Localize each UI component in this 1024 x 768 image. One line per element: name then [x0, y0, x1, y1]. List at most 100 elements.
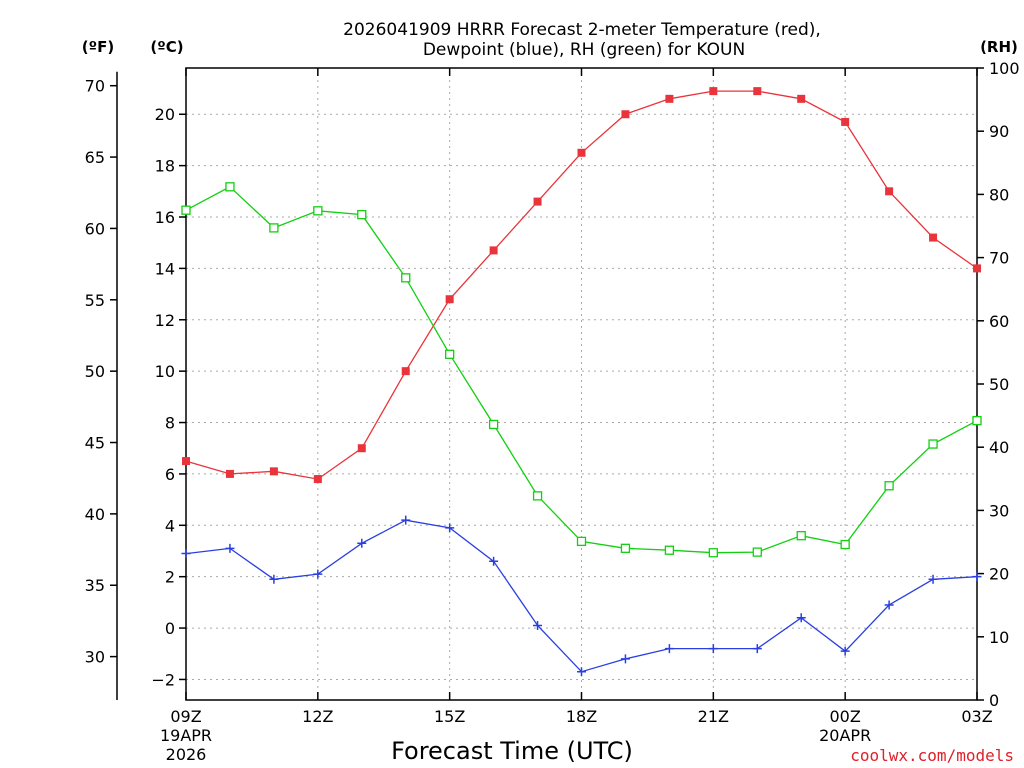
rh-tick-label: 80 — [989, 185, 1009, 204]
rh-point — [664, 545, 675, 555]
chart-title-line-1: 2026041909 HRRR Forecast 2-meter Tempera… — [343, 20, 821, 40]
dewpoint-point — [357, 538, 367, 548]
dewpoint-point — [884, 600, 894, 610]
dewpoint-point — [225, 543, 235, 553]
rh-point — [840, 539, 850, 550]
dewpoint-point — [577, 667, 586, 677]
fahrenheit-tick-label: 30 — [85, 648, 105, 667]
x-tick-label: 09Z — [170, 707, 201, 726]
fahrenheit-tick-label: 70 — [85, 77, 105, 96]
rh-tick-label: 40 — [989, 438, 1009, 457]
celsius-unit-label: (ºC) — [150, 38, 183, 56]
rh-point — [488, 419, 499, 430]
fahrenheit-tick-label: 50 — [85, 362, 105, 381]
dewpoint-point — [620, 654, 630, 664]
temperature-point — [753, 87, 762, 96]
temperature-point — [445, 295, 454, 304]
rh-point — [225, 182, 235, 192]
temperature-point — [621, 110, 630, 119]
temperature-point — [929, 233, 938, 242]
dewpoint-point — [269, 574, 279, 584]
rh-point — [928, 439, 938, 449]
dewpoint-point — [181, 549, 191, 559]
rh-tick-label: 100 — [989, 59, 1020, 78]
dewpoint-point — [489, 556, 499, 566]
celsius-tick-label: 10 — [155, 362, 175, 381]
rh-tick-label: 0 — [989, 691, 999, 710]
temperature-point — [665, 94, 674, 103]
rh-tick-label: 60 — [989, 312, 1009, 331]
rh-point — [796, 531, 806, 541]
rh-tick-label: 50 — [989, 375, 1009, 394]
x-tick-label: 12Z — [302, 707, 333, 726]
dewpoint-point — [313, 569, 323, 579]
x-axis-title: Forecast Time (UTC) — [391, 737, 633, 765]
rh-point — [884, 481, 894, 491]
fahrenheit-tick-label: 35 — [85, 576, 105, 595]
dewpoint-point — [796, 613, 806, 623]
temperature-point — [269, 467, 278, 476]
x-tick-label: 03Z — [961, 707, 992, 726]
credit-text: coolwx.com/models — [850, 746, 1014, 765]
rh-unit-label: (RH) — [980, 38, 1018, 56]
temperature-point — [533, 197, 542, 206]
temperature-point — [973, 264, 981, 273]
fahrenheit-tick-label: 45 — [85, 434, 105, 453]
rh-tick-label: 90 — [989, 122, 1009, 141]
celsius-tick-label: 18 — [155, 157, 175, 176]
x-tick-year-label: 2026 — [166, 745, 207, 764]
temperature-point — [797, 94, 806, 103]
rh-point — [181, 205, 191, 215]
rh-point — [532, 491, 543, 501]
x-tick-label: 15Z — [434, 707, 465, 726]
plot-frame — [185, 67, 978, 701]
dewpoint-point — [708, 644, 718, 654]
celsius-tick-label: 6 — [165, 465, 175, 484]
gridlines — [186, 68, 977, 700]
celsius-tick-label: 12 — [155, 311, 175, 330]
temperature-point — [577, 148, 586, 157]
rh-point — [445, 349, 455, 359]
temperature-point — [885, 187, 894, 196]
rh-point — [620, 543, 631, 553]
rh-tick-label: 10 — [989, 628, 1009, 647]
celsius-tick-label: 14 — [155, 259, 175, 278]
fahrenheit-unit-label: (ºF) — [82, 38, 114, 56]
rh-point — [313, 206, 323, 216]
rh-point — [401, 273, 411, 283]
dewpoint-point — [401, 515, 411, 525]
fahrenheit-tick-label: 55 — [85, 291, 105, 310]
fahrenheit-tick-label: 65 — [85, 148, 105, 167]
x-tick-label: 21Z — [698, 707, 729, 726]
rh-point — [972, 416, 982, 426]
temperature-point — [313, 475, 322, 484]
rh-tick-label: 70 — [989, 249, 1009, 268]
data-series — [181, 87, 982, 677]
rh-tick-label: 20 — [989, 565, 1009, 584]
fahrenheit-tick-label: 40 — [85, 505, 105, 524]
celsius-tick-label: 16 — [155, 208, 175, 227]
celsius-tick-label: 0 — [165, 619, 175, 638]
dewpoint-point — [752, 644, 762, 654]
temperature-point — [357, 444, 366, 453]
rh-point — [752, 547, 762, 557]
temperature-point — [841, 117, 850, 126]
dewpoint-point — [840, 646, 850, 656]
chart-title-line-2: Dewpoint (blue), RH (green) for KOUN — [423, 40, 745, 60]
dewpoint-point — [445, 523, 455, 533]
temperature-point — [489, 246, 498, 255]
temperature-point — [225, 469, 234, 478]
x-tick-label: 18Z — [566, 707, 597, 726]
temperature-point — [182, 457, 190, 466]
celsius-tick-label: 8 — [165, 414, 175, 433]
temperature-point — [401, 367, 410, 376]
rh-point — [708, 548, 718, 558]
dewpoint-point — [928, 574, 938, 584]
celsius-tick-label: −2 — [151, 670, 175, 689]
rh-tick-label: 30 — [989, 501, 1009, 520]
temperature-point — [709, 87, 718, 96]
dewpoint-point — [533, 620, 543, 630]
x-tick-date-label: 19APR — [160, 726, 212, 745]
